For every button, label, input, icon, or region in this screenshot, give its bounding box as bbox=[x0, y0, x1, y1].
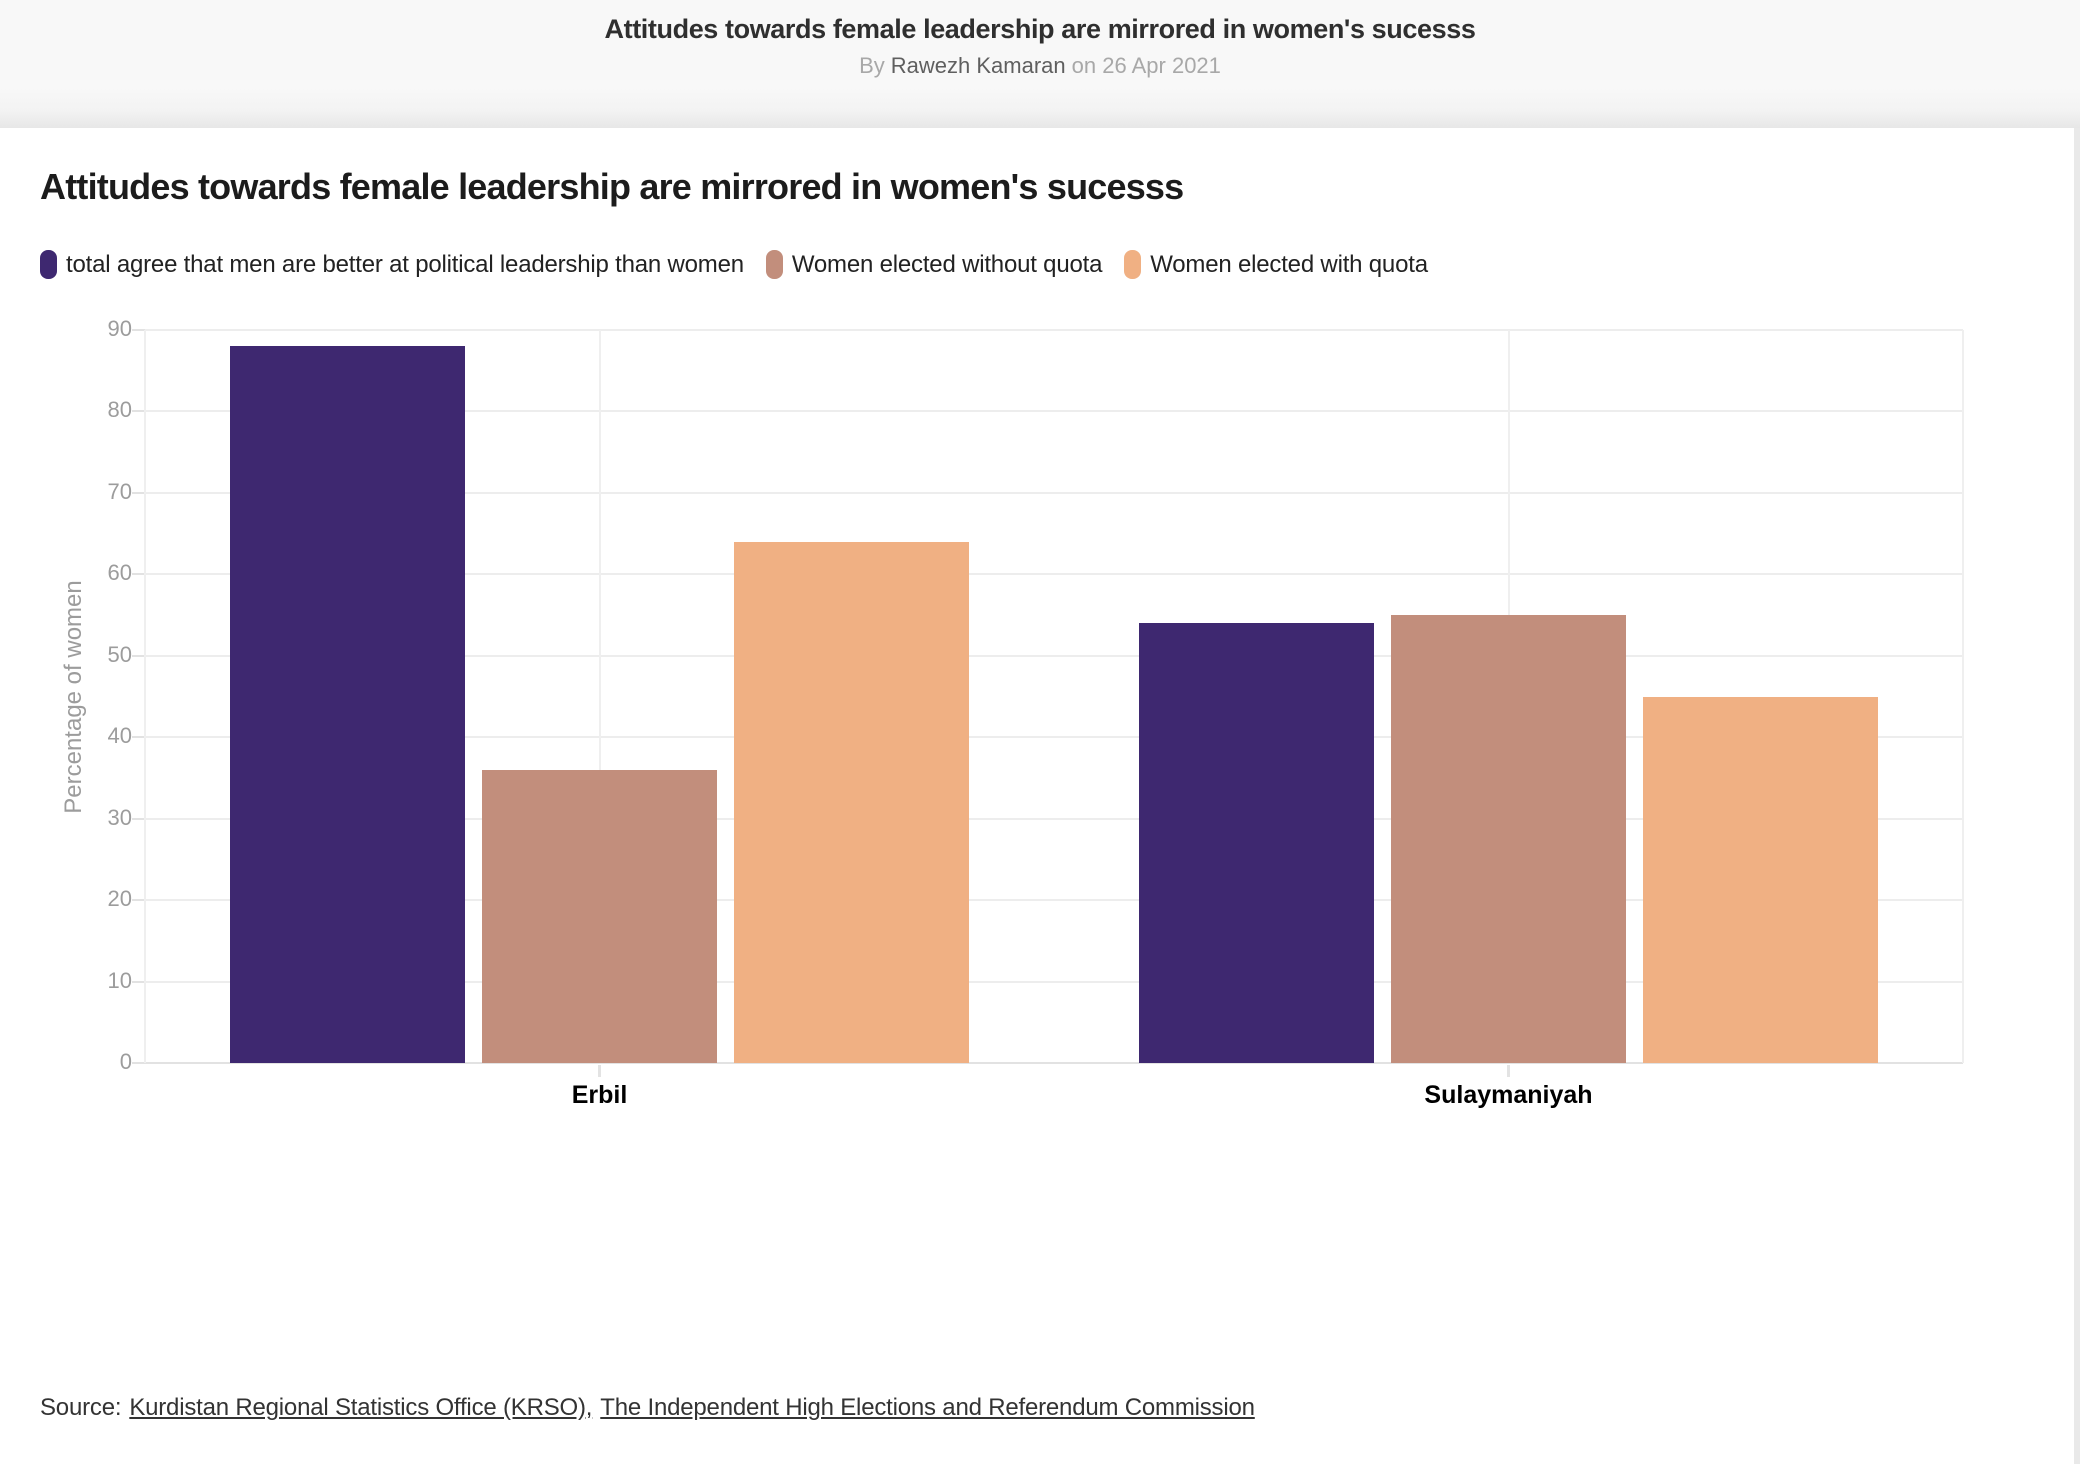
y-tick-label-50: 50 bbox=[107, 641, 132, 667]
y-tick-mark-40 bbox=[132, 736, 145, 739]
legend-label: Women elected with quota bbox=[1150, 250, 1428, 278]
gridline-x-1 bbox=[598, 330, 601, 1063]
source-line: Source: Kurdistan Regional Statistics Off… bbox=[40, 1394, 1255, 1422]
legend-swatch bbox=[765, 250, 783, 279]
header-title: Attitudes towards female leadership are … bbox=[604, 14, 1476, 44]
chart-title: Attitudes towards female leadership are … bbox=[40, 166, 1184, 207]
byline-author: Rawezh Kamaran bbox=[890, 53, 1066, 78]
gridline-y-50 bbox=[145, 654, 1963, 657]
y-tick-label-0: 0 bbox=[119, 1049, 132, 1074]
y-tick-label-80: 80 bbox=[107, 397, 132, 423]
chart-plot-area: 0 10 20 30 40 50 60 70 80 90 Erbil Sulaymaniyah Perc… bbox=[60, 316, 1964, 1109]
legend-label: Women elected without quota bbox=[791, 250, 1103, 278]
bar-erbil-total-agree-that-men-are-better-at-political[interactable] bbox=[230, 346, 465, 1063]
x-tick-erbil bbox=[598, 1065, 601, 1077]
scrollbar[interactable] bbox=[2074, 0, 2080, 1464]
category-label-sulaymaniyah: Sulaymaniyah bbox=[1424, 1081, 1593, 1109]
legend: total agree that men are better at polit… bbox=[40, 250, 1428, 279]
y-tick-mark-70 bbox=[132, 491, 145, 494]
y-tick-mark-50 bbox=[132, 654, 145, 657]
y-tick-label-20: 20 bbox=[107, 886, 132, 912]
y-tick-label-40: 40 bbox=[107, 723, 132, 749]
y-tick-label-90: 90 bbox=[107, 316, 132, 341]
y-tick-mark-0 bbox=[132, 1062, 145, 1064]
header: Attitudes towards female leadership are … bbox=[0, 0, 2080, 128]
legend-item-women-elected-with-quota: Women elected with quota bbox=[1124, 250, 1428, 279]
y-tick-mark-30 bbox=[132, 817, 145, 820]
header-byline: By Rawezh Kamaran on 26 Apr 2021 bbox=[0, 53, 2080, 79]
y-tick-mark-90 bbox=[132, 329, 145, 331]
y-axis-title: Percentage of women bbox=[60, 579, 87, 814]
legend-label: total agree that men are better at polit… bbox=[66, 250, 744, 278]
gridline-x-3 bbox=[1962, 330, 1964, 1063]
legend-swatch bbox=[40, 250, 57, 279]
gridline-y-20 bbox=[145, 899, 1963, 902]
legend-item-total-agree-that-men-are-better-at-political: total agree that men are better at polit… bbox=[40, 250, 744, 279]
y-tick-mark-10 bbox=[132, 980, 145, 983]
y-tick-mark-60 bbox=[132, 573, 145, 576]
gridline-y-10 bbox=[145, 980, 1963, 983]
category-label-erbil: Erbil bbox=[571, 1081, 628, 1109]
gridline-x-0 bbox=[144, 330, 146, 1063]
y-tick-mark-80 bbox=[132, 410, 145, 413]
legend-swatch bbox=[1124, 250, 1142, 279]
bar-erbil-women-elected-without-quota[interactable] bbox=[482, 769, 717, 1063]
y-tick-label-30: 30 bbox=[107, 804, 132, 830]
gridline-y-30 bbox=[145, 817, 1963, 820]
y-tick-label-70: 70 bbox=[107, 478, 132, 504]
gridline-y-90 bbox=[145, 329, 1963, 331]
bar-sulaymaniyah-total-agree-that-men-are-better-at-political[interactable] bbox=[1139, 623, 1374, 1063]
legend-item-women-elected-without-quota: Women elected without quota bbox=[765, 250, 1103, 279]
gridline-y-70 bbox=[145, 491, 1963, 494]
bar-sulaymaniyah-women-elected-without-quota[interactable] bbox=[1391, 615, 1626, 1063]
source-prefix: Source: bbox=[40, 1394, 122, 1421]
gridline-y-40 bbox=[145, 736, 1963, 739]
y-tick-mark-20 bbox=[132, 899, 145, 902]
bar-erbil-women-elected-with-quota[interactable] bbox=[734, 541, 969, 1063]
gridline-y-80 bbox=[145, 410, 1963, 413]
x-tick-sulaymaniyah bbox=[1507, 1065, 1510, 1077]
y-tick-label-60: 60 bbox=[107, 560, 132, 586]
source-link-commission[interactable]: The Independent High Elections and Refer… bbox=[600, 1394, 1255, 1421]
gridline-y-0 bbox=[145, 1062, 1963, 1064]
gridline-y-60 bbox=[145, 573, 1963, 576]
y-tick-label-10: 10 bbox=[107, 967, 132, 993]
byline-prefix: By bbox=[859, 53, 885, 78]
bar-sulaymaniyah-women-elected-with-quota[interactable] bbox=[1643, 696, 1878, 1063]
byline-date: on 26 Apr 2021 bbox=[1071, 53, 1221, 78]
source-link-krso[interactable]: Kurdistan Regional Statistics Office (KR… bbox=[129, 1394, 593, 1421]
